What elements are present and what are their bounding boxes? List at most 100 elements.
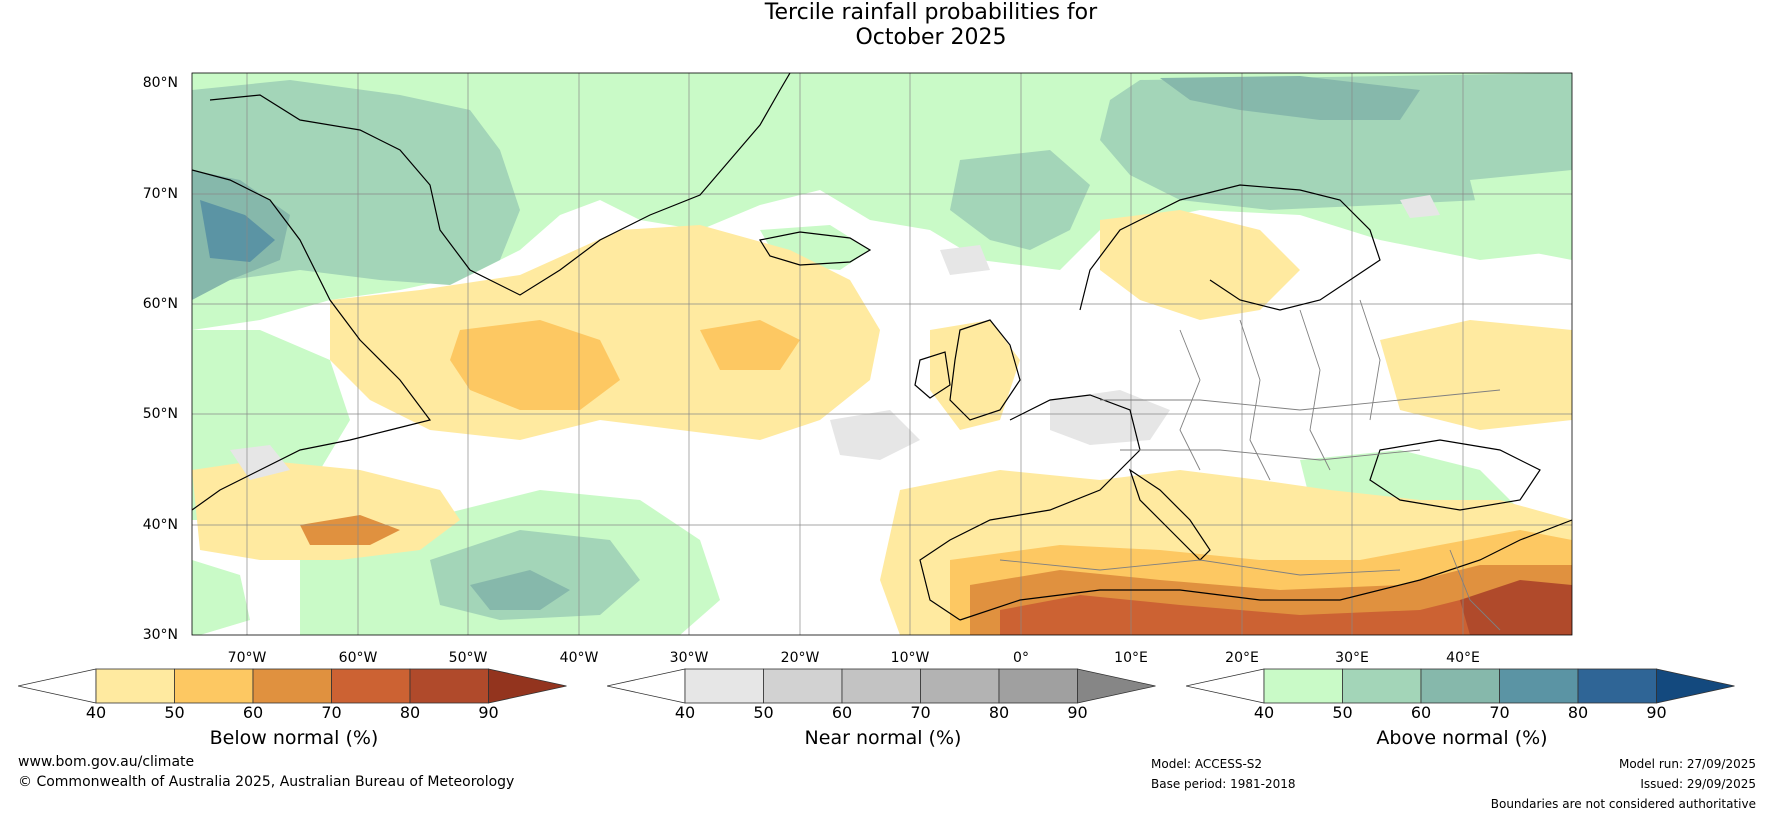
colorbar-above-normal xyxy=(1186,668,1735,704)
lon-label-20w: 20°W xyxy=(780,650,820,666)
colorbar-segment xyxy=(920,668,1000,704)
colorbar-segment xyxy=(174,668,254,704)
colorbar-segment xyxy=(998,668,1078,704)
region-near-nordic xyxy=(940,245,990,275)
lon-label-40e: 40°E xyxy=(1446,650,1480,666)
graticule xyxy=(192,73,1572,635)
lon-label-70w: 70°W xyxy=(227,650,267,666)
colorbar-label-above: Above normal (%) xyxy=(1376,727,1548,749)
lon-label-40w: 40°W xyxy=(559,650,599,666)
colorbar-segment xyxy=(1420,668,1500,704)
colorbar-tick-label: 80 xyxy=(1567,703,1589,722)
lat-label-80n: 80°N xyxy=(142,75,178,91)
colorbar-tick-label: 90 xyxy=(1067,703,1088,722)
region-above-nordic xyxy=(950,150,1090,250)
colorbar-segment xyxy=(252,668,332,704)
region-above-east xyxy=(1470,170,1572,260)
colorbar-extend-low xyxy=(1186,668,1265,704)
lon-label-60w: 60°W xyxy=(338,650,378,666)
colorbar-segment xyxy=(841,668,921,704)
region-below-russia xyxy=(1380,320,1572,430)
coast-scandinavia xyxy=(1079,184,1381,311)
region-near-europe xyxy=(1050,390,1170,445)
colorbar-tick-label: 90 xyxy=(1646,703,1667,722)
colorbar-below-normal xyxy=(18,668,567,704)
map-title: Tercile rainfall probabilities for Octob… xyxy=(0,0,1770,50)
region-below-nafrica-80 xyxy=(1000,590,1572,635)
region-above-arctic xyxy=(1100,73,1572,210)
colorbar-segment xyxy=(684,668,764,704)
region-below-atlantic-sw-core xyxy=(300,515,400,545)
title-line-1: Tercile rainfall probabilities for xyxy=(764,0,1098,25)
region-above-atlantic-sw-deep xyxy=(470,570,570,610)
lon-label-50w: 50°W xyxy=(448,650,488,666)
colorbar-tick-label: 90 xyxy=(478,703,499,722)
coast-greenland xyxy=(209,73,791,296)
lat-label-50n: 50°N xyxy=(142,406,178,422)
region-below-mid-atlantic xyxy=(700,320,800,370)
lat-label-30n: 30°N xyxy=(142,627,178,643)
colorbar-extend-low xyxy=(18,668,97,704)
lon-label-0: 0° xyxy=(1013,650,1029,666)
lon-label-30w: 30°W xyxy=(669,650,709,666)
colorbar-label-near: Near normal (%) xyxy=(804,727,962,749)
colorbar-tick-label: 60 xyxy=(831,703,853,722)
colorbar-tick-label: 70 xyxy=(1489,703,1510,722)
colorbar-segment xyxy=(1342,668,1422,704)
footer-base-period: Base period: 1981-2018 xyxy=(1151,777,1296,791)
colorbar-tick-label: 50 xyxy=(753,703,774,722)
colorbar-tick-label: 80 xyxy=(399,703,421,722)
colorbar-extend-high xyxy=(488,668,567,704)
country-borders xyxy=(999,299,1501,631)
footer-website: www.bom.gov.au/climate xyxy=(18,754,195,770)
footer-disclaimer: Boundaries are not considered authoritat… xyxy=(1490,797,1756,811)
lat-label-60n: 60°N xyxy=(142,296,178,312)
region-above-patch-sw xyxy=(192,560,250,635)
coast-black-sea xyxy=(1369,439,1541,511)
footer-model-run: Model run: 27/09/2025 xyxy=(1618,757,1756,771)
colorbar-tick-label: 60 xyxy=(242,703,264,722)
coast-ireland xyxy=(914,351,951,399)
region-above-arctic-deep xyxy=(1160,76,1420,120)
lon-label-30e: 30°E xyxy=(1335,650,1369,666)
colorbar-tick-label: 70 xyxy=(910,703,931,722)
colorbar-label-below: Below normal (%) xyxy=(209,727,379,749)
footer-issued: Issued: 29/09/2025 xyxy=(1640,777,1756,791)
colorbar-segment xyxy=(95,668,175,704)
coast-iceland xyxy=(759,231,872,266)
rainfall-map xyxy=(191,72,1573,636)
map-frame xyxy=(191,72,1573,636)
probability-regions xyxy=(192,73,1572,635)
lon-label-10e: 10°E xyxy=(1114,650,1148,666)
region-below-atlantic-core xyxy=(450,320,620,410)
colorbar-extend-high xyxy=(1656,668,1735,704)
lat-label-40n: 40°N xyxy=(142,517,178,533)
colorbar-tick-label: 70 xyxy=(321,703,342,722)
coast-europe xyxy=(919,394,1141,621)
coast-uk xyxy=(949,319,1021,421)
region-near-labrador xyxy=(230,445,290,480)
colorbar-tick-label: 60 xyxy=(1410,703,1432,722)
coast-canada xyxy=(192,169,432,511)
lat-label-70n: 70°N xyxy=(142,186,178,202)
lon-label-10w: 10°W xyxy=(890,650,930,666)
colorbar-extend-high xyxy=(1077,668,1156,704)
coast-italy xyxy=(1128,468,1211,561)
colorbar-segment xyxy=(1263,668,1343,704)
colorbar-tick-label: 40 xyxy=(85,703,107,722)
colorbar-segment xyxy=(409,668,489,704)
colorbar-segment xyxy=(1577,668,1657,704)
colorbar-tick-label: 50 xyxy=(164,703,185,722)
region-above-greenland-deeper xyxy=(200,200,275,262)
colorbar-tick-label: 80 xyxy=(988,703,1010,722)
coast-mediterranean xyxy=(959,519,1572,621)
footer-copyright: © Commonwealth of Australia 2025, Austra… xyxy=(18,774,515,790)
colorbar-segment xyxy=(1499,668,1579,704)
region-near-atlantic xyxy=(830,410,920,460)
colorbar-segment xyxy=(331,668,411,704)
region-near-east xyxy=(1400,195,1440,218)
coastlines xyxy=(192,73,1572,621)
title-line-2: October 2025 xyxy=(855,25,1007,50)
colorbar-near-normal xyxy=(607,668,1156,704)
colorbar-tick-label: 40 xyxy=(674,703,696,722)
